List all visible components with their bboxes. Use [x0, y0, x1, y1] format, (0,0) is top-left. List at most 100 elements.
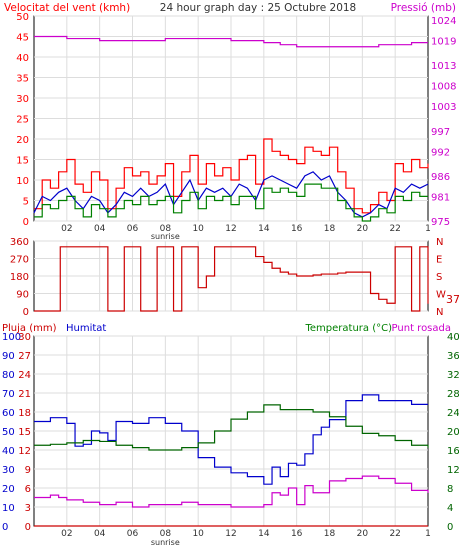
compass-label: N — [436, 307, 443, 318]
temperature-x-tick: 14 — [258, 529, 270, 539]
temperature-x-tick: 08 — [160, 529, 172, 539]
wind-y-tick: 20 — [16, 135, 29, 146]
wind-y-tick: 30 — [16, 94, 29, 105]
wind-x-tick: 14 — [258, 224, 270, 234]
temperature-x-tick: 22 — [389, 529, 400, 539]
temperature-y-tick: 16 — [447, 446, 459, 457]
temperature-x-tick: 20 — [357, 529, 369, 539]
temperature-x-tick: 10 — [192, 529, 204, 539]
wind-x-tick: 12 — [225, 224, 236, 234]
wind-x-tick: 20 — [357, 224, 369, 234]
pressure-y-tick: 1008 — [431, 82, 456, 93]
wind-x-tick: 04 — [94, 224, 106, 234]
wind-x-tick: 06 — [127, 224, 139, 234]
wind-y-tick: 5 — [23, 197, 29, 208]
humidity-y-tick: 80 — [2, 370, 15, 381]
direction-y-tick: 360 — [10, 237, 29, 248]
humidity-y-tick: 90 — [2, 351, 15, 362]
temperature-y-tick: 4 — [447, 503, 453, 514]
chart-title: 24 hour graph day : 25 Octubre 2018 — [160, 2, 356, 14]
rain-y-tick: 21 — [18, 389, 31, 400]
wind-y-tick: 0 — [23, 217, 29, 228]
rain-y-tick: 24 — [18, 370, 31, 381]
wind-x-tick: 10 — [192, 224, 204, 234]
gust-line — [34, 138, 429, 214]
pressure-y-tick: 997 — [431, 127, 450, 138]
humidity-y-tick: 0 — [2, 522, 8, 533]
temperature-y-tick: 28 — [447, 389, 459, 400]
temperature-y-tick: 36 — [447, 351, 459, 362]
rain-y-tick: 12 — [18, 446, 31, 457]
compass-label: N — [436, 237, 443, 248]
temperature-y-tick: 32 — [447, 370, 459, 381]
rain-y-tick: 6 — [25, 484, 31, 495]
temperature-line — [34, 404, 429, 451]
temperature-x-tick: 18 — [324, 529, 336, 539]
temperature-axis-title: Temperatura (°C) — [304, 323, 392, 334]
direction-y-tick: 180 — [10, 272, 29, 283]
compass-label: E — [436, 255, 442, 266]
sunrise-label: sunrise — [151, 538, 180, 547]
temperature-y-tick: 0 — [447, 522, 453, 533]
humidity-y-tick: 10 — [2, 503, 15, 514]
temperature-y-tick: 40 — [447, 332, 459, 343]
wind-direction-current-value: 37 — [446, 293, 459, 306]
sunrise-label: sunrise — [151, 232, 180, 241]
compass-label: W — [436, 290, 446, 301]
temperature-y-tick: 20 — [447, 427, 459, 438]
wind-x-tick: 1 — [425, 224, 431, 234]
rain-y-tick: 15 — [18, 427, 31, 438]
humidity-line — [34, 394, 428, 485]
wind-y-tick: 10 — [16, 176, 29, 187]
pressure-y-tick: 1013 — [431, 61, 456, 72]
temperature-x-tick: 06 — [127, 529, 139, 539]
temperature-x-tick: 02 — [61, 529, 72, 539]
pressure-axis-title: Pressió (mb) — [391, 2, 456, 14]
pressure-y-tick: 981 — [431, 192, 450, 203]
direction-y-tick: 90 — [16, 290, 29, 301]
wind-x-tick: 18 — [324, 224, 336, 234]
pressure-line — [34, 35, 428, 48]
humidity-y-tick: 20 — [2, 484, 15, 495]
temperature-x-tick: 04 — [94, 529, 106, 539]
series-lines — [33, 35, 429, 527]
pressure-y-tick: 992 — [431, 147, 450, 158]
temperature-y-tick: 24 — [447, 408, 459, 419]
temperature-x-tick: 16 — [291, 529, 303, 539]
temperature-x-tick: 1 — [425, 529, 431, 539]
temperature-y-tick: 12 — [447, 465, 459, 476]
rain-y-tick: 9 — [25, 465, 31, 476]
wind-y-tick: 45 — [16, 33, 29, 44]
compass-label: S — [436, 272, 442, 283]
wind-y-tick: 35 — [16, 74, 29, 85]
rain-y-tick: 18 — [18, 408, 31, 419]
humidity-axis-title: Humitat — [66, 323, 106, 334]
pressure-y-tick: 1003 — [431, 102, 456, 113]
wind-x-tick: 02 — [61, 224, 72, 234]
wind-y-tick: 50 — [16, 12, 29, 23]
wind-average-line — [34, 183, 428, 222]
pressure-y-tick: 1024 — [431, 16, 456, 27]
wind-speed-axis-title: Velocitat del vent (kmh) — [4, 2, 130, 14]
humidity-y-tick: 100 — [2, 332, 21, 343]
wind-x-tick: 08 — [160, 224, 172, 234]
wind-y-tick: 40 — [16, 53, 29, 64]
wind-x-tick: 22 — [389, 224, 400, 234]
humidity-y-tick: 70 — [2, 389, 15, 400]
wind-y-tick: 25 — [16, 115, 29, 126]
direction-y-tick: 0 — [23, 307, 29, 318]
pressure-y-tick: 1019 — [431, 37, 456, 48]
rain-y-tick: 3 — [25, 503, 31, 514]
rain-y-tick: 27 — [18, 351, 31, 362]
pressure-y-tick: 975 — [431, 217, 450, 228]
rain-y-tick: 0 — [25, 522, 31, 533]
temperature-y-tick: 8 — [447, 484, 453, 495]
pressure-y-tick: 986 — [431, 172, 450, 183]
humidity-y-tick: 40 — [2, 446, 15, 457]
direction-y-tick: 270 — [10, 255, 29, 266]
rain-axis-title: Pluja (mm) — [2, 323, 57, 334]
humidity-y-tick: 60 — [2, 408, 15, 419]
dew-point-line — [34, 475, 429, 508]
wind-direction-line — [34, 246, 429, 312]
